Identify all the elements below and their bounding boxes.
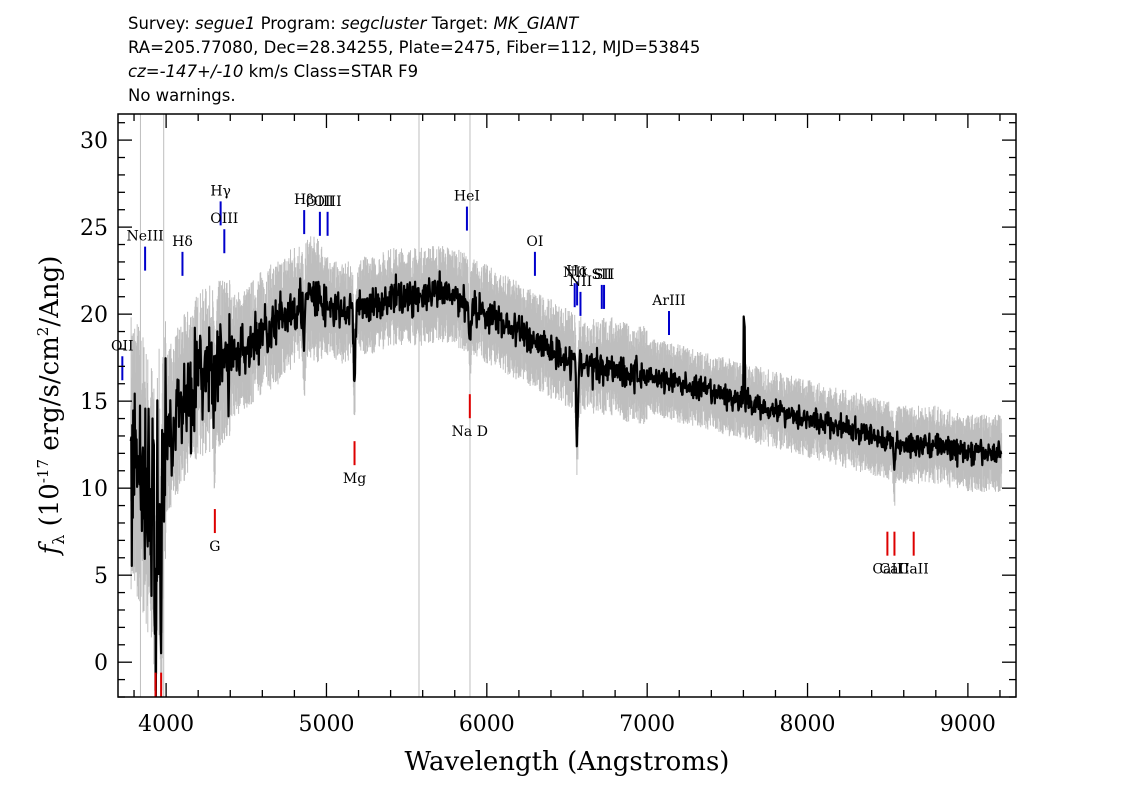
emission-line-label: Hγ — [210, 183, 231, 199]
emission-line-label: Hα — [566, 263, 588, 279]
emission-line-label: NII — [569, 274, 592, 290]
header-line-3: cz=-147+/-10 km/s Class=STAR F9 — [128, 61, 418, 83]
axis-ticks: 4000 5000 6000 7000 8000 9000 0 5 10 15 20 25 30 — [80, 114, 1016, 737]
emission-line-label: SII — [591, 267, 612, 283]
x-tick-label: 4000 — [138, 712, 194, 737]
cz-value: -147+/-10 — [159, 62, 244, 81]
y-axis-title: fλ (10-17 erg/s/cm2/Ang) — [34, 256, 68, 557]
emission-line-label: ArIII — [651, 293, 685, 309]
emission-line-label: NeIII — [127, 229, 164, 245]
y-tick-label: 15 — [80, 390, 108, 415]
y-axis-unit-exponent: 2 — [34, 327, 52, 337]
absorption-line-label: G — [209, 539, 220, 555]
emission-line-label: OIII — [210, 211, 238, 227]
absorption-line-label: Na D — [452, 424, 488, 440]
cz-label: cz= — [128, 62, 160, 81]
y-tick-label: 5 — [94, 564, 108, 589]
y-axis-text-3: /Ang) — [35, 256, 65, 327]
y-tick-label: 10 — [80, 477, 108, 502]
absorption-line-label: CaII — [879, 562, 909, 578]
emission-line-label: NII — [563, 265, 586, 281]
x-axis-title: Wavelength (Angstroms) — [405, 747, 730, 777]
survey-label: Survey: — [128, 14, 190, 33]
x-tick-label: 7000 — [619, 712, 675, 737]
y-tick-label: 30 — [80, 129, 108, 154]
y-tick-label: 25 — [80, 216, 108, 241]
absorption-line-label: Mg — [343, 471, 366, 487]
y-axis-subscript: λ — [49, 535, 68, 545]
flux-layer — [129, 270, 1003, 697]
emission-line-label: OIII — [306, 194, 334, 210]
x-tick-label: 5000 — [298, 712, 354, 737]
emission-line-label: OIII — [314, 194, 342, 210]
y-axis-text-1: (10 — [35, 483, 65, 535]
flux-series-line — [129, 270, 1003, 697]
emission-line-label: SII — [594, 267, 615, 283]
x-tick-label: 9000 — [940, 712, 996, 737]
target-label: Target: — [431, 14, 489, 33]
program-value: segcluster — [341, 14, 427, 33]
emission-line-label: OII — [111, 338, 134, 354]
x-tick-label: 6000 — [459, 712, 515, 737]
y-tick-label: 20 — [80, 303, 108, 328]
survey-value: segue1 — [195, 14, 256, 33]
absorption-line-label: CaII — [899, 562, 929, 578]
y-axis-text-2: erg/s/cm — [35, 336, 65, 459]
program-label: Program: — [260, 14, 336, 33]
target-value: MK_GIANT — [493, 14, 579, 33]
emission-line-label: Hβ — [294, 192, 314, 208]
header-line-2: RA=205.77080, Dec=28.34255, Plate=2475, … — [128, 38, 701, 57]
cz-rest: km/s Class=STAR F9 — [243, 62, 419, 81]
emission-line-label: Hδ — [172, 234, 193, 250]
y-tick-label: 0 — [94, 651, 108, 676]
emission-line-label: HeI — [454, 189, 480, 205]
emission-line-label: OI — [526, 234, 543, 250]
header-line-1: Survey: segue1 Program: segcluster Targe… — [128, 13, 578, 35]
plot-frame — [117, 113, 1017, 698]
x-tick-label: 8000 — [780, 712, 836, 737]
absorption-line-label: CaII — [872, 562, 902, 578]
y-axis-exponent: -17 — [34, 459, 52, 483]
header-line-4: No warnings. — [128, 86, 236, 105]
